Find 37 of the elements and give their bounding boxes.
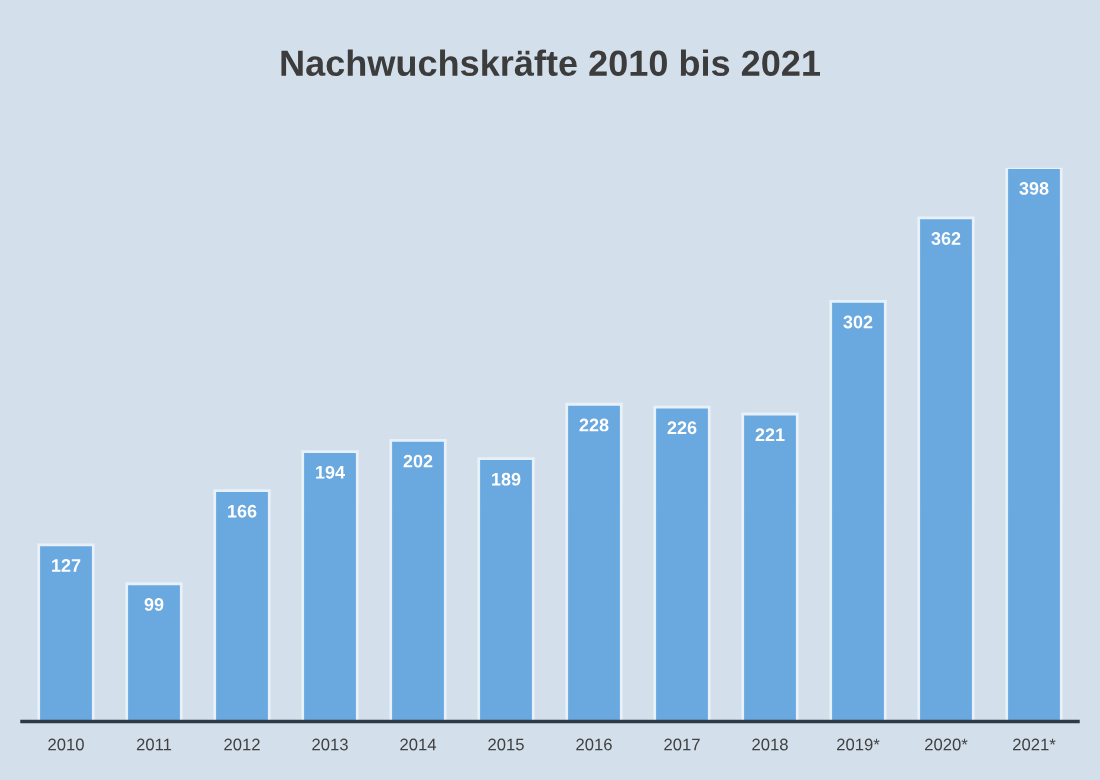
bar (917, 216, 975, 722)
data-label: 202 (403, 454, 433, 468)
x-tick-label: 2010 (48, 738, 84, 751)
x-tick-label: 2020* (925, 738, 968, 751)
x-tick-label: 2016 (576, 738, 612, 751)
bar (477, 457, 535, 722)
data-label: 127 (52, 559, 81, 572)
data-label: 221 (755, 428, 785, 441)
chart-title: Nachwuchskräfte 2010 bis 2021 (281, 49, 820, 76)
data-label: 302 (843, 315, 873, 329)
data-label: 189 (492, 472, 521, 486)
x-tick-label: 2019* (837, 738, 880, 751)
bar (389, 439, 447, 722)
data-label: 398 (1019, 182, 1049, 195)
bar (829, 299, 887, 722)
x-tick-label: 2011 (136, 738, 172, 751)
bar (741, 412, 799, 722)
bar (565, 402, 623, 722)
data-label: 362 (931, 232, 961, 245)
x-tick-label: 2021* (1013, 738, 1056, 751)
bar (37, 543, 95, 722)
x-tick-label: 2017 (664, 738, 700, 751)
x-tick-label: 2013 (312, 738, 348, 751)
data-label: 166 (228, 504, 257, 518)
bar (653, 405, 711, 722)
bar (1005, 167, 1063, 722)
x-tick-label: 2014 (400, 738, 437, 751)
data-label: 228 (579, 418, 609, 432)
data-label: 194 (316, 465, 345, 479)
x-tick-label: 2012 (224, 738, 260, 751)
bar (301, 450, 359, 722)
bar (213, 489, 271, 722)
x-tick-label: 2015 (488, 738, 524, 751)
data-label: 226 (667, 421, 697, 435)
bar (125, 582, 183, 722)
data-label: 99 (144, 598, 164, 611)
x-tick-label: 2018 (752, 738, 788, 751)
